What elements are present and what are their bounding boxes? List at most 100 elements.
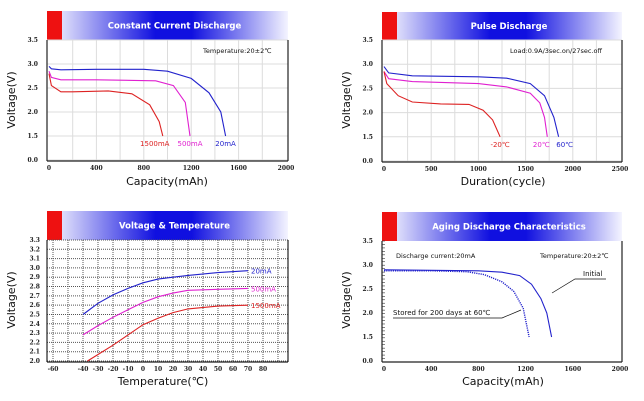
series-label: 1500mA [251, 302, 281, 310]
series-label: Initial [583, 270, 602, 278]
x-tick-label: 0 [382, 166, 386, 173]
series-line-1500ma [87, 304, 249, 362]
y-tick-label: 2.0 [30, 358, 40, 365]
x-tick-label: 0 [47, 165, 51, 172]
chart-annotation: Temperature:20±2℃ [539, 252, 609, 260]
series-label: 500mA [178, 140, 203, 148]
y-tick-label: 2.6 [30, 302, 40, 309]
x-tick-label: 2500 [612, 166, 629, 173]
y-tick-label: 2.7 [30, 293, 40, 300]
y-tick-label: 3.1 [30, 256, 40, 263]
leader-line [551, 278, 606, 294]
series-line-500ma [48, 71, 191, 137]
y-tick-label: 3.2 [30, 246, 40, 253]
x-tick-label: 10 [154, 366, 162, 373]
chart-pulse-discharge: Pulse Discharge 0 500 1000 1500 2000 2500 0.0 1.… [340, 12, 628, 188]
y-tick-label: 2.0 [28, 109, 38, 116]
y-tick-label: 0.0 [363, 358, 373, 365]
y-tick-label: 2.9 [30, 274, 40, 281]
leader-line [393, 309, 522, 319]
series-line-60- [383, 66, 560, 137]
y-tick-label: 3.0 [28, 61, 38, 68]
x-tick-label: -30 [93, 366, 104, 373]
y-tick-label: 2.5 [28, 85, 38, 92]
y-axis-title: Voltage(V) [5, 271, 18, 328]
series-label: 20mA [215, 140, 236, 148]
chart-header-red-block [382, 212, 397, 241]
chart-header-bar [47, 211, 288, 240]
series-line-20ma [82, 270, 249, 315]
x-tick-label: 60 [229, 366, 237, 373]
x-tick-label: -10 [123, 366, 134, 373]
x-tick-label: 1600 [564, 366, 581, 373]
x-tick-label: 1200 [183, 165, 200, 172]
series-line-1500ma [48, 73, 164, 137]
y-tick-label: 2.2 [30, 339, 40, 346]
y-tick-label: 2.5 [363, 286, 373, 293]
x-tick-label: 0 [382, 366, 386, 373]
x-tick-label: 800 [472, 366, 485, 373]
series-label: 60℃ [556, 141, 573, 149]
chart-annotation: Load:0.9A/3sec.on/27sec.off [510, 47, 602, 55]
series-label: 20mA [251, 268, 272, 276]
x-tick-label: 50 [214, 366, 222, 373]
chart-annotation: Discharge current:20mA [396, 252, 476, 260]
x-tick-label: 40 [199, 366, 207, 373]
y-tick-label: 3.0 [30, 265, 40, 272]
x-tick-label: -20 [108, 366, 119, 373]
x-tick-label: 1200 [517, 366, 534, 373]
chart-voltage-temperature: Voltage & Temperature -60 -40 -30 -20 -10 0 10 2… [5, 211, 289, 388]
y-tick-label: 1.5 [363, 334, 373, 341]
y-tick-label: 2.1 [30, 349, 40, 356]
chart-title: Pulse Discharge [471, 22, 548, 32]
chart-constant-current-discharge: Constant Current Discharge 0 400 800 1200 160… [5, 11, 294, 188]
y-tick-label: 3.5 [363, 37, 373, 44]
x-tick-label: 0 [141, 366, 145, 373]
chart-title: Voltage & Temperature [119, 222, 230, 232]
x-tick-label: 20 [169, 366, 177, 373]
x-axis-title: Temperature(℃) [117, 375, 209, 388]
series-line-20- [383, 71, 548, 137]
x-tick-label: 2000 [612, 366, 629, 373]
y-tick-label: 3.3 [30, 237, 40, 244]
y-tick-label: 0.0 [363, 158, 373, 165]
x-axis-title: Duration(cycle) [461, 175, 546, 188]
series-label: 20℃ [533, 141, 550, 149]
chart-aging-discharge-characteristics: Aging Discharge Characteristics 0 400 800 12… [340, 212, 628, 388]
x-tick-label: 2000 [278, 165, 295, 172]
y-tick-label: 2.0 [363, 110, 373, 117]
series-line-initial [383, 269, 553, 338]
y-tick-label: 2.3 [30, 330, 40, 337]
y-tick-label: 3.0 [363, 262, 373, 269]
chart-title: Constant Current Discharge [108, 22, 242, 32]
chart-header-red-block [382, 12, 397, 40]
series-label: -20℃ [490, 141, 509, 149]
x-tick-label: 500 [425, 166, 438, 173]
series-label: 1500mA [140, 140, 170, 148]
x-tick-label: -40 [78, 366, 89, 373]
y-tick-label: 2.8 [30, 284, 40, 291]
chart-title: Aging Discharge Characteristics [432, 223, 586, 233]
y-axis-title: Voltage(V) [340, 271, 353, 328]
x-tick-label: 400 [425, 366, 438, 373]
x-tick-label: -60 [48, 366, 59, 373]
y-tick-label: 0.0 [28, 157, 38, 164]
x-tick-label: 80 [259, 366, 267, 373]
x-tick-label: 800 [138, 165, 151, 172]
x-axis-title: Capacity(mAh) [126, 175, 208, 188]
y-axis-title: Voltage(V) [340, 71, 353, 128]
chart-header-red-block [47, 11, 62, 40]
series-line--20- [383, 71, 501, 138]
chart-annotation: Temperature:20±2℃ [202, 47, 272, 55]
x-tick-label: 30 [184, 366, 192, 373]
y-tick-label: 3.0 [363, 61, 373, 68]
x-tick-label: 1500 [517, 166, 534, 173]
y-tick-label: 2.5 [30, 311, 40, 318]
x-tick-label: 1600 [230, 165, 247, 172]
series-line-20ma [48, 66, 227, 137]
chart-header-bar [382, 12, 622, 40]
x-tick-label: 70 [244, 366, 252, 373]
chart-header-bar [47, 11, 288, 40]
y-tick-label: 1.5 [28, 133, 38, 140]
